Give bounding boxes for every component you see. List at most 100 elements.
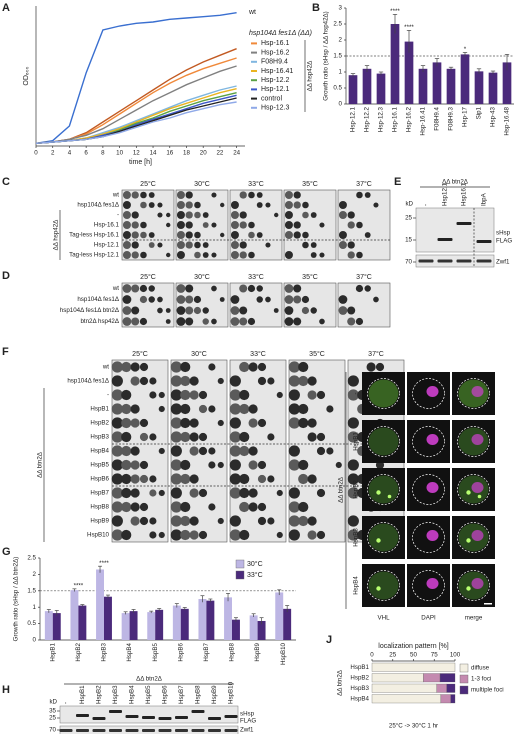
bar bbox=[390, 24, 400, 104]
row-label: HspB10 bbox=[87, 532, 110, 539]
colony-spot bbox=[248, 362, 258, 372]
colony-spot bbox=[288, 515, 300, 527]
colony-spot bbox=[347, 251, 355, 259]
row-label: wt bbox=[112, 285, 119, 292]
bar bbox=[249, 615, 258, 640]
colony-spot bbox=[130, 516, 140, 526]
colony-spot bbox=[158, 391, 165, 399]
marker-label: 15 bbox=[405, 237, 412, 244]
colony-spot bbox=[111, 417, 123, 429]
band bbox=[92, 729, 106, 732]
colony-spot bbox=[170, 361, 182, 373]
caption: 25°C -> 30°C 1 hr bbox=[389, 723, 438, 730]
colony-spot bbox=[355, 284, 364, 293]
column-label: VHL bbox=[377, 615, 390, 622]
marker-label: 25 bbox=[49, 715, 56, 722]
colony-spot bbox=[284, 201, 293, 209]
x-tick-label: 24 bbox=[233, 150, 240, 157]
colony-spot bbox=[239, 317, 248, 326]
legend-label: 30°C bbox=[247, 560, 263, 568]
x-axis-label: localization pattern [%] bbox=[378, 643, 448, 650]
line-series bbox=[35, 101, 237, 144]
x-tick-label: 12 bbox=[133, 150, 140, 157]
colony-spot bbox=[307, 516, 317, 526]
lane-label: HspB5 bbox=[145, 685, 152, 704]
cell-signal bbox=[368, 523, 399, 552]
colony-spot bbox=[180, 417, 191, 429]
colony-spot bbox=[248, 460, 258, 470]
colony-spot bbox=[180, 361, 191, 373]
colony-spot bbox=[198, 390, 208, 400]
colony-spot bbox=[267, 377, 275, 385]
colony-spot bbox=[247, 284, 256, 293]
temperature-label: 35°C bbox=[302, 273, 318, 281]
legend-label: 1-3 foci bbox=[471, 676, 491, 683]
colony-spot bbox=[229, 417, 241, 429]
colony-spot bbox=[239, 251, 247, 259]
plate bbox=[337, 189, 391, 261]
colony-spot bbox=[185, 211, 193, 219]
band bbox=[208, 729, 221, 732]
colony-spot bbox=[265, 202, 271, 208]
colony-spot bbox=[316, 488, 326, 498]
colony-spot bbox=[276, 391, 283, 399]
colony-spot bbox=[364, 285, 371, 292]
lane-label: HspB8 bbox=[195, 685, 202, 704]
colony-spot bbox=[122, 295, 132, 304]
colony-spot bbox=[366, 362, 376, 372]
colony-spot bbox=[229, 529, 241, 541]
x-tick-label: 10 bbox=[116, 150, 123, 157]
colony-spot bbox=[347, 487, 359, 499]
colony-spot bbox=[170, 403, 182, 415]
colony-spot bbox=[111, 389, 123, 401]
colony-spot bbox=[130, 446, 140, 456]
band bbox=[456, 259, 472, 263]
colony-spot bbox=[111, 445, 123, 457]
colony-spot bbox=[180, 431, 191, 443]
x-tick-label: 8 bbox=[101, 150, 105, 157]
bar-segment bbox=[450, 694, 456, 704]
colony-spot bbox=[189, 474, 199, 484]
colony-spot bbox=[149, 531, 157, 539]
marker-label: 70 bbox=[49, 727, 56, 734]
colony-spot bbox=[198, 488, 208, 498]
colony-spot bbox=[293, 191, 301, 199]
panel-label: A bbox=[2, 2, 10, 14]
colony-spot bbox=[130, 460, 140, 470]
colony-spot bbox=[122, 191, 131, 199]
line-series bbox=[35, 85, 237, 144]
colony-spot bbox=[211, 318, 217, 325]
row-label: - bbox=[107, 392, 109, 399]
band-label: FLAG bbox=[496, 238, 512, 245]
colony-spot bbox=[298, 361, 309, 373]
band bbox=[92, 717, 106, 720]
colony-spot bbox=[239, 473, 250, 485]
x-tick-label: Hsp-16.41 bbox=[420, 106, 427, 135]
colony-spot bbox=[130, 502, 140, 512]
y-tick-label: HspB2 bbox=[350, 674, 369, 681]
colony-spot bbox=[284, 191, 293, 199]
x-tick-label: Hsp-12.3 bbox=[378, 106, 385, 132]
row-label: HspB4 bbox=[353, 576, 360, 595]
row-label: - bbox=[117, 212, 119, 219]
bar bbox=[155, 609, 164, 640]
colony-spot bbox=[121, 361, 132, 373]
cell-outline bbox=[412, 474, 445, 505]
cell-signal bbox=[368, 427, 399, 456]
colony-spot bbox=[316, 530, 326, 540]
y-tick-label: 2 bbox=[339, 37, 343, 44]
colony-spot bbox=[229, 375, 241, 387]
row-label: wt bbox=[112, 192, 119, 199]
x-axis-label: time [h] bbox=[129, 159, 152, 166]
colony-spot bbox=[310, 307, 317, 314]
colony-spot bbox=[288, 445, 300, 457]
colony-spot bbox=[131, 251, 139, 259]
x-tick-label: Hsp-12.1 bbox=[350, 106, 357, 132]
panel-label: C bbox=[2, 176, 10, 188]
y-tick-label: 0 bbox=[33, 637, 37, 644]
colony-spot bbox=[166, 252, 171, 258]
row-label: wt bbox=[102, 364, 109, 371]
y-tick-label: 0.5 bbox=[333, 85, 342, 92]
colony-spot bbox=[198, 432, 208, 442]
colony-spot bbox=[239, 361, 250, 373]
